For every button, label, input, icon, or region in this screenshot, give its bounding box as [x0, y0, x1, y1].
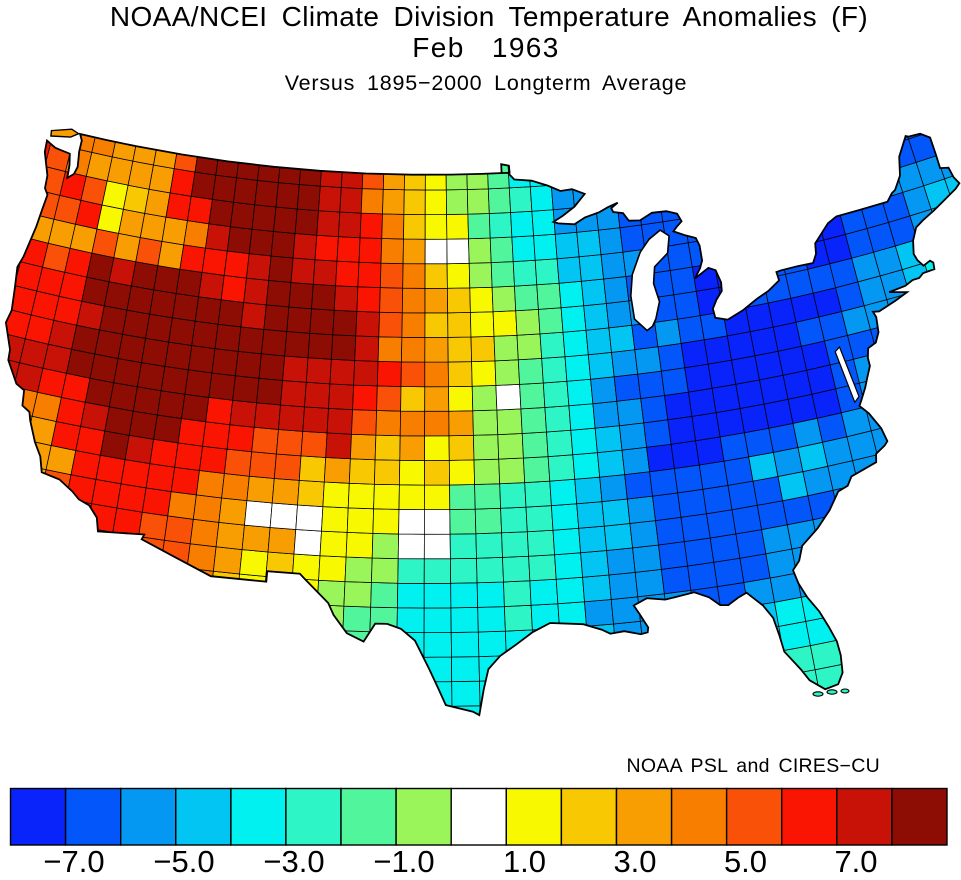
svg-text:Versus 1895−2000 Longterm Aver: Versus 1895−2000 Longterm Average	[285, 71, 688, 95]
svg-text:−5.0: −5.0	[153, 844, 214, 875]
svg-text:7.0: 7.0	[834, 844, 877, 875]
svg-text:5.0: 5.0	[724, 844, 767, 875]
svg-text:−1.0: −1.0	[373, 844, 434, 875]
svg-text:NOAA/NCEI Climate Division Tem: NOAA/NCEI Climate Division Temperature A…	[110, 1, 868, 32]
svg-text:−7.0: −7.0	[43, 844, 104, 875]
svg-text:1.0: 1.0	[503, 844, 546, 875]
svg-text:3.0: 3.0	[613, 844, 656, 875]
svg-text:Feb 1963: Feb 1963	[412, 32, 560, 63]
svg-text:−3.0: −3.0	[263, 844, 324, 875]
svg-text:NOAA PSL and CIRES−CU: NOAA PSL and CIRES−CU	[626, 755, 880, 777]
